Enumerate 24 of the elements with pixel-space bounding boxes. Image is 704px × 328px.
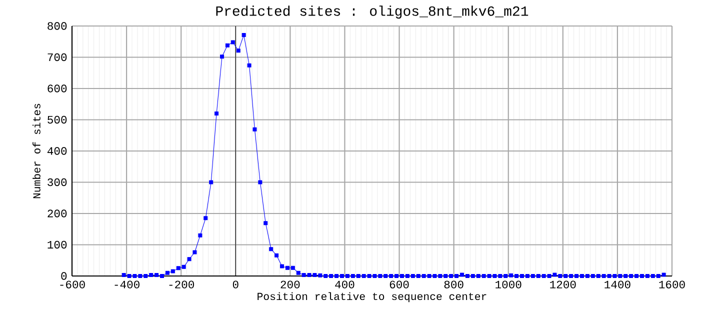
x-tick-label: 400 [335,280,354,288]
y-axis-title: Number of sites [32,104,40,198]
x-tick-label: 1200 [550,280,576,288]
y-tick-label: 400 [47,147,67,155]
x-tick-label: 200 [280,280,300,288]
x-tick-label: 800 [444,280,464,288]
y-tick-label: 200 [48,210,67,218]
x-tick-label: 600 [390,280,409,288]
x-tick-label: 0 [232,280,238,288]
y-tick-label: 600 [48,84,67,92]
x-tick-label: 1600 [659,280,685,288]
y-tick-label: 300 [48,178,67,186]
x-tick-label: 1000 [496,280,522,288]
y-tick-label: 500 [48,116,67,124]
y-tick-label: 100 [48,240,67,249]
x-tick-label: -200 [169,280,194,288]
x-tick-label: 1400 [604,280,630,288]
x-axis-title: Position relative to sequence center [258,292,486,302]
y-tick-label: 0 [61,272,67,280]
y-tick-label: 700 [48,53,67,62]
x-tick-label: -400 [114,280,140,288]
y-tick-label: 800 [48,22,67,30]
x-tick-label: -600 [60,280,85,288]
chart-title: Predicted sites : oligos_8nt_mkv6_m21 [216,6,528,19]
